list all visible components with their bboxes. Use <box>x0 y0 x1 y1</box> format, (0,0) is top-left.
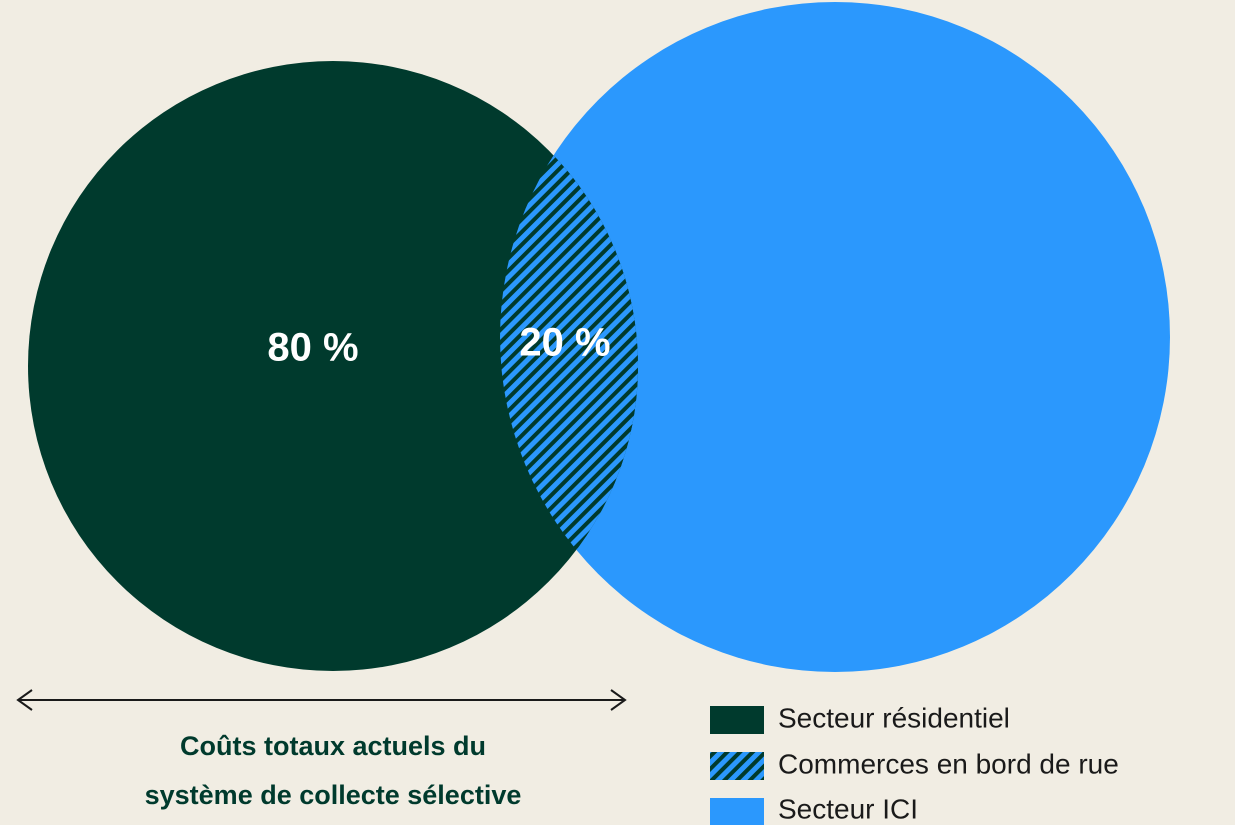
legend-swatch <box>710 752 764 780</box>
width-arrow <box>16 689 627 711</box>
ici-circle <box>500 2 1170 672</box>
legend-label: Commerces en bord de rue <box>778 748 1119 779</box>
caption-line: système de collecte sélective <box>145 780 522 810</box>
legend-swatch <box>710 798 764 825</box>
residential-circle <box>28 61 638 671</box>
legend-label: Secteur résidentiel <box>778 702 1010 733</box>
legend-swatch <box>710 706 764 734</box>
caption-line: Coûts totaux actuels du <box>180 731 486 761</box>
region-label: 20 % <box>519 321 610 365</box>
legend-label: Secteur ICI <box>778 793 918 824</box>
region-label: 80 % <box>267 326 358 370</box>
